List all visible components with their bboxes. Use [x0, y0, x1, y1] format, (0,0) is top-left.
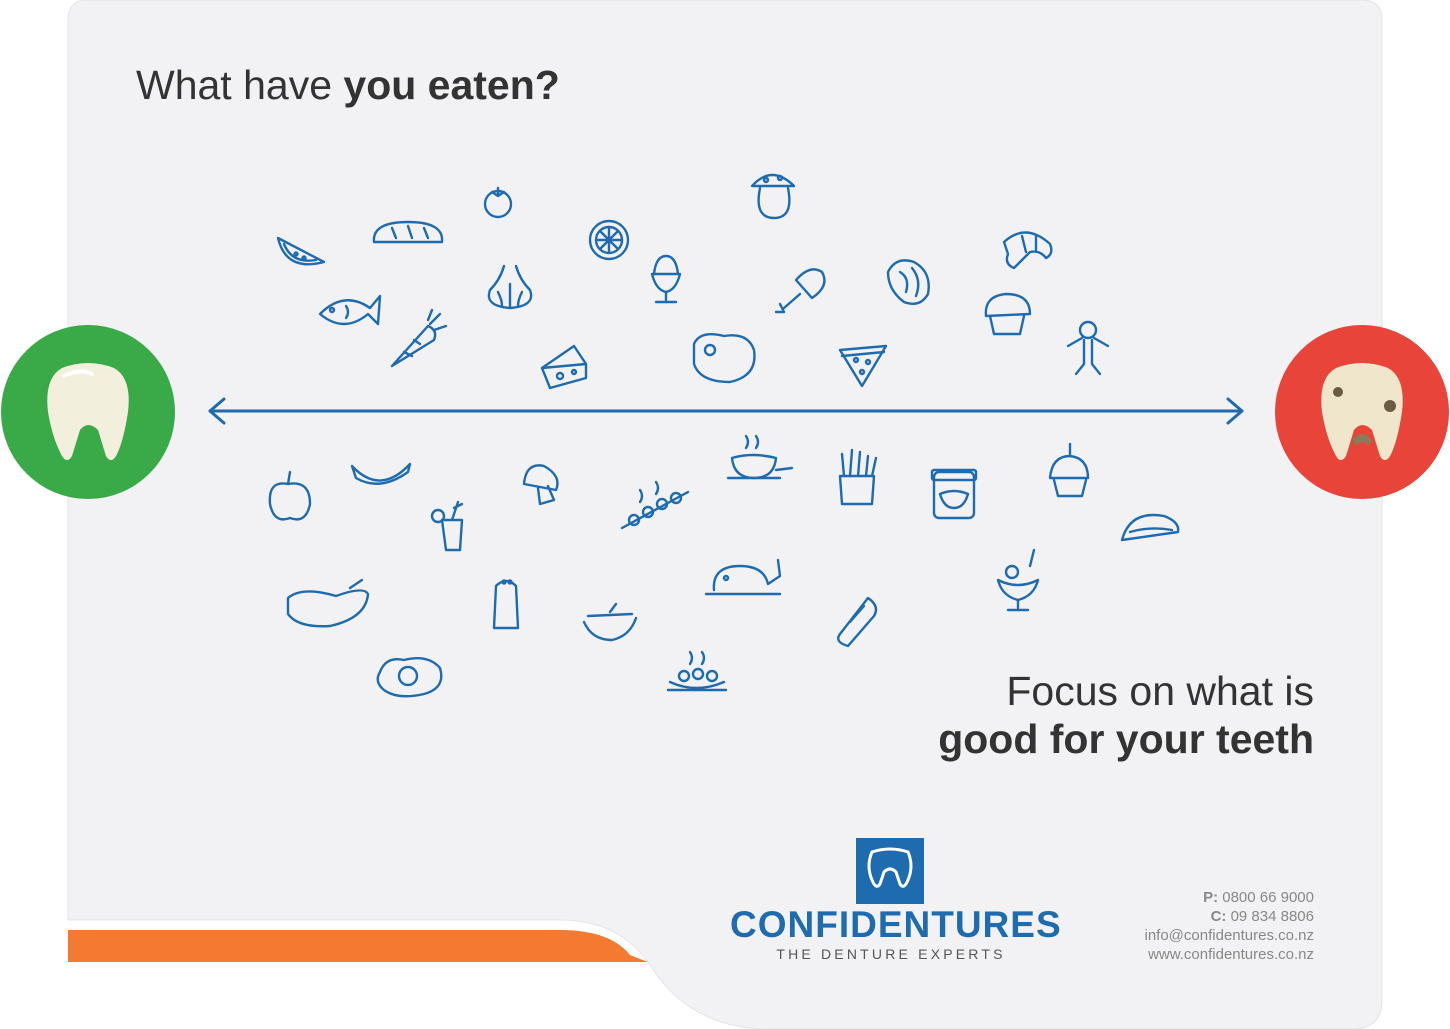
- fried-egg-icon: [376, 657, 443, 698]
- double-arrow: [208, 397, 1244, 425]
- background-panel: [67, 0, 1383, 1029]
- gingerbread-man-icon: [1066, 320, 1110, 376]
- pizza-slice-icon: [838, 344, 888, 388]
- carrot-icon: [390, 308, 448, 368]
- brand-name: CONFIDENTURES: [730, 904, 1062, 945]
- brand-tagline: THE DENTURE EXPERTS: [776, 946, 1006, 962]
- salmon-steak-icon: [886, 259, 930, 305]
- croissant-icon: [1002, 231, 1053, 270]
- healthy-tooth-icon: [1, 325, 175, 499]
- headline-bold: you eaten?: [343, 62, 560, 108]
- soup-icon: [726, 434, 794, 480]
- cheese-icon: [540, 344, 588, 390]
- contact-email: info@confidentures.co.nz: [1144, 927, 1315, 944]
- muffin-icon: [984, 292, 1032, 336]
- chicken-leg-icon: [774, 268, 826, 314]
- contact-phone: P: 0800 66 9000: [1203, 889, 1314, 906]
- cell-label: C:: [1210, 908, 1227, 925]
- roast-chicken-icon: [704, 558, 782, 596]
- taco-icon: [1120, 513, 1180, 542]
- focus-line-1: Focus on what is: [1006, 668, 1314, 714]
- kebab-icon: [620, 480, 690, 530]
- button-mushroom-icon: [522, 464, 559, 506]
- fish-icon: [318, 294, 382, 326]
- steak-icon: [692, 333, 756, 384]
- orange-stripe: [68, 930, 648, 962]
- focus-line-2: good for your teeth: [938, 716, 1314, 762]
- garlic-icon: [487, 264, 533, 310]
- mushroom-icon: [750, 173, 796, 220]
- birthday-cupcake-icon: [1048, 442, 1090, 498]
- watermelon-icon: [276, 236, 326, 266]
- salt-shaker-icon: [492, 579, 520, 630]
- banana-icon: [350, 462, 412, 485]
- fries-icon: [838, 448, 878, 506]
- contact-website: www.confidentures.co.nz: [1148, 946, 1314, 963]
- contact-cell: C: 09 834 8806: [1211, 908, 1314, 925]
- bread-icon: [372, 220, 444, 244]
- headline-regular: What have: [136, 62, 344, 108]
- lemon-slice-icon: [588, 219, 630, 261]
- eggplant-icon: [286, 578, 370, 628]
- phone-number: 0800 66 9000: [1222, 889, 1314, 906]
- decayed-tooth-icon: [1275, 325, 1449, 499]
- jam-jar-icon: [930, 468, 978, 520]
- salad-plate-icon: [666, 650, 728, 692]
- confidentures-logo-icon: [856, 838, 924, 904]
- cell-number: 09 834 8806: [1230, 908, 1314, 925]
- ice-cream-sundae-icon: [996, 548, 1040, 612]
- apple-icon: [268, 470, 312, 521]
- phone-label: P:: [1203, 889, 1219, 906]
- tomato-icon: [483, 186, 513, 219]
- headline: What have you eaten?: [136, 62, 560, 109]
- hot-dog-icon: [837, 596, 878, 648]
- sausage-icon: [582, 602, 638, 642]
- cocktail-icon: [430, 500, 464, 552]
- egg-cup-icon: [650, 254, 682, 304]
